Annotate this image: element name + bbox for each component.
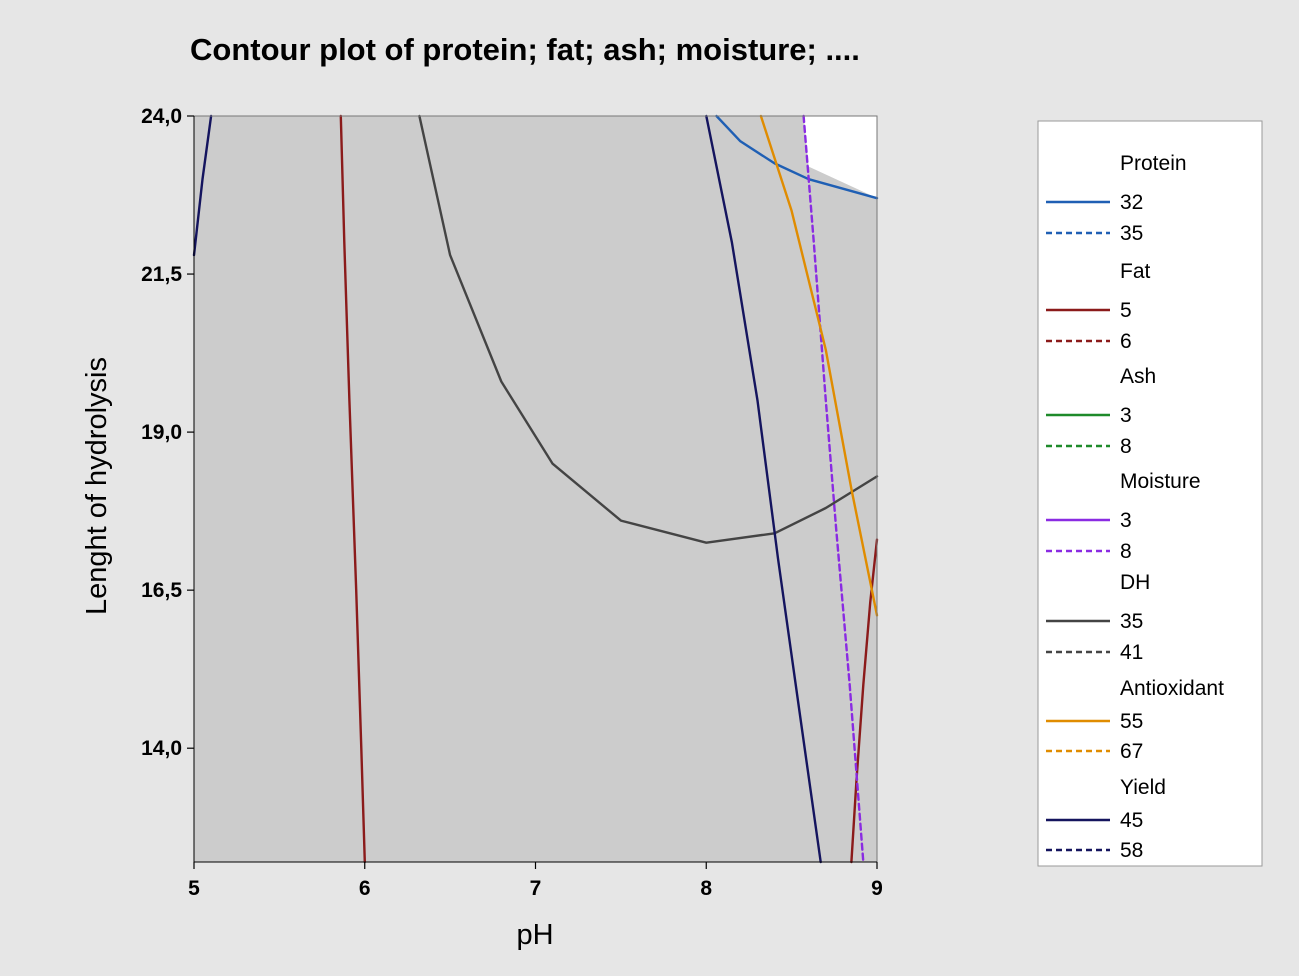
x-tick-label: 8: [700, 877, 712, 900]
legend-level-fat-6: 6: [1120, 330, 1132, 353]
legend-level-protein-32: 32: [1120, 191, 1143, 214]
plot-area: [192, 114, 879, 864]
legend-header-protein: Protein: [1120, 152, 1187, 175]
chart-title: Contour plot of protein; fat; ash; moist…: [190, 32, 860, 67]
x-tick-label: 5: [188, 877, 200, 900]
legend-level-yield-58: 58: [1120, 839, 1143, 862]
legend-level-dh-41: 41: [1120, 641, 1143, 664]
x-tick-label: 7: [530, 877, 542, 900]
legend-header-dh: DH: [1120, 571, 1150, 594]
legend-items: Protein 32 35 Fat 5 6 Ash 3 8 Moisture 3 8 DH 35 41 Ant…: [1046, 152, 1224, 862]
x-axis: 5 6 7 8 9: [188, 861, 883, 900]
contour-antioxidant-55-5: [759, 114, 879, 617]
legend: Protein 32 35 Fat 5 6 Ash 3 8 Moisture 3 8 DH 35 41 Ant…: [1037, 120, 1263, 867]
y-axis: 24,0 21,5 19,0 16,5 14,0: [141, 105, 195, 862]
y-tick-label: 14,0: [141, 737, 182, 760]
contour-yield-45-7: [705, 114, 822, 864]
contour-moisture-8-3: [802, 114, 865, 864]
x-axis-label: pH: [516, 919, 553, 951]
contour-dh-35-4: [418, 114, 879, 544]
legend-header-fat: Fat: [1120, 260, 1151, 283]
contour-yield-45-6: [192, 114, 213, 257]
x-tick-label: 6: [359, 877, 371, 900]
legend-level-protein-35: 35: [1120, 222, 1143, 245]
y-tick-label: 24,0: [141, 105, 182, 128]
y-tick-label: 21,5: [141, 263, 182, 286]
legend-header-ash: Ash: [1120, 365, 1156, 388]
x-tick-label: 9: [871, 877, 883, 900]
legend-level-antioxidant-67: 67: [1120, 740, 1143, 763]
legend-level-ash-3: 3: [1120, 404, 1132, 427]
legend-level-fat-5: 5: [1120, 299, 1132, 322]
legend-level-antioxidant-55: 55: [1120, 710, 1143, 733]
plot-background: [194, 116, 877, 862]
y-tick-label: 19,0: [141, 421, 182, 444]
legend-box: [1037, 120, 1263, 867]
legend-header-antioxidant: Antioxidant: [1120, 677, 1224, 700]
legend-level-moisture-3: 3: [1120, 509, 1132, 532]
legend-level-dh-35: 35: [1120, 610, 1143, 633]
contour-lines: [192, 114, 879, 864]
feasible-region: [803, 116, 877, 199]
legend-level-yield-45: 45: [1120, 809, 1143, 832]
contour-fat-5-2: [850, 538, 879, 864]
legend-header-yield: Yield: [1120, 776, 1166, 799]
contour-protein-32-0: [715, 114, 879, 200]
legend-level-ash-8: 8: [1120, 435, 1132, 458]
y-axis-label: Lenght of hydrolysis: [81, 357, 113, 615]
legend-header-moisture: Moisture: [1120, 470, 1201, 493]
legend-level-moisture-8: 8: [1120, 540, 1132, 563]
contour-fat-5-1: [339, 114, 366, 864]
y-tick-label: 16,5: [141, 579, 182, 602]
